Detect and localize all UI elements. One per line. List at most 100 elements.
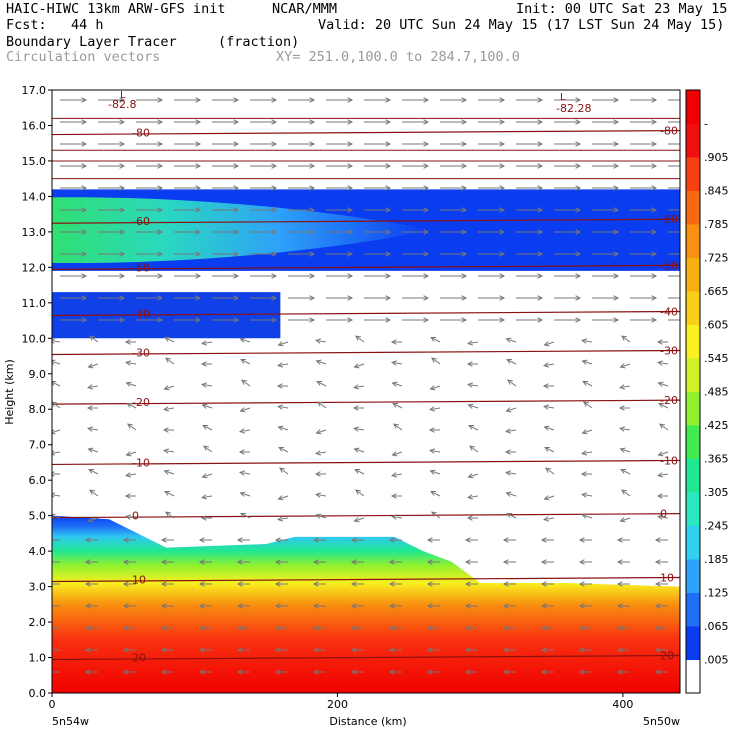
circulation-vector-head <box>658 402 665 408</box>
circulation-vector-head <box>195 207 202 213</box>
circulation-vector <box>52 340 61 343</box>
contour-label: 10 <box>660 571 674 584</box>
circulation-vector <box>52 451 61 454</box>
circulation-vector-head <box>505 407 512 413</box>
circulation-vector-head <box>125 360 132 366</box>
circulation-vector-head <box>201 473 208 479</box>
circulation-vector-head <box>540 537 547 543</box>
circulation-vector-head <box>241 379 247 385</box>
circulation-vector-head <box>502 625 509 631</box>
circulation-vector <box>202 495 213 499</box>
circulation-vector-head <box>203 445 209 451</box>
circulation-vector-head <box>81 317 88 323</box>
circulation-vector-head <box>157 97 164 103</box>
circulation-vector-head <box>578 581 585 587</box>
contour-label: -50 <box>132 261 150 274</box>
circulation-vector-head <box>165 511 171 517</box>
circulation-vector-head <box>426 625 433 631</box>
circulation-vector-head <box>466 361 473 367</box>
circulation-vector <box>165 511 175 519</box>
circulation-vector-head <box>236 581 243 587</box>
y-tick-label: 9.0 <box>29 368 47 381</box>
circulation-vector-head <box>426 559 433 565</box>
y-tick-label: 1.0 <box>29 652 47 665</box>
forecast-label: Fcst: 44 h <box>6 17 104 33</box>
circulation-vector-head <box>312 625 319 631</box>
circulation-vector <box>127 423 137 431</box>
low-marker: L <box>560 92 566 103</box>
circulation-vector <box>468 473 479 478</box>
circulation-vector-head <box>431 357 437 363</box>
circulation-vector-head <box>312 581 319 587</box>
circulation-vector-head <box>274 603 281 609</box>
circulation-vector-head <box>271 317 278 323</box>
circulation-vector <box>506 338 517 343</box>
circulation-vector-head <box>391 451 398 457</box>
circulation-vector-head <box>537 273 544 279</box>
circulation-vector-head <box>537 295 544 301</box>
circulation-vector-head <box>162 427 169 433</box>
circulation-vector-head <box>540 581 547 587</box>
circulation-vector-head <box>84 669 91 675</box>
circulation-vector-head <box>616 647 623 653</box>
circulation-vector-head <box>279 467 285 473</box>
circulation-vector-head <box>616 625 623 631</box>
circulation-vector-head <box>277 341 284 347</box>
circulation-vector-head <box>426 537 433 543</box>
circulation-vector-head <box>347 119 354 125</box>
circulation-vector-head <box>499 251 506 257</box>
circulation-vector-head <box>575 207 582 213</box>
circulation-vector-head <box>315 429 322 435</box>
circulation-vector <box>620 385 631 389</box>
circulation-vector-head <box>198 647 205 653</box>
circulation-vector-head <box>195 97 202 103</box>
circulation-vector <box>658 473 669 477</box>
circulation-vector-head <box>274 647 281 653</box>
circulation-vector-head <box>385 185 392 191</box>
circulation-vector-head <box>651 119 658 125</box>
circulation-vector-head <box>200 515 207 521</box>
circulation-vector-head <box>119 229 126 235</box>
circulation-vector <box>126 361 137 365</box>
y-tick-label: 2.0 <box>29 616 47 629</box>
colorbar-label: .545 <box>704 352 729 365</box>
circulation-vector-head <box>429 406 436 412</box>
circulation-vector-head <box>87 517 94 523</box>
contour-label: -10 <box>132 456 150 469</box>
circulation-vector-head <box>309 141 316 147</box>
circulation-vector-head <box>540 603 547 609</box>
circulation-vector-head <box>423 119 430 125</box>
circulation-vector-head <box>581 492 588 498</box>
circulation-vector-head <box>581 359 588 365</box>
circulation-vector-head <box>464 559 471 565</box>
circulation-vector-head <box>537 97 544 103</box>
circulation-vector-head <box>428 427 435 433</box>
circulation-vector-head <box>238 449 245 455</box>
circulation-vector <box>620 469 631 475</box>
circulation-vector <box>88 517 99 522</box>
circulation-vector-head <box>271 97 278 103</box>
circulation-vector-head <box>164 490 171 496</box>
circulation-vector-head <box>461 97 468 103</box>
circulation-vector-head <box>81 163 88 169</box>
circulation-vector <box>506 492 517 497</box>
circulation-vector-head <box>388 669 395 675</box>
circulation-vector-head <box>350 559 357 565</box>
circulation-vector <box>469 445 479 453</box>
colorbar-swatch <box>686 626 700 660</box>
colorbar-swatch <box>686 157 700 191</box>
contour-label: -60 <box>660 213 678 226</box>
circulation-vector-head <box>464 581 471 587</box>
colorbar-label: .245 <box>704 520 729 533</box>
circulation-vector-head <box>461 119 468 125</box>
init-label: Init: 00 UTC Sat 23 May 15 <box>516 1 728 17</box>
circulation-vector-head <box>505 428 512 434</box>
vectors-label: Circulation vectors <box>6 49 161 65</box>
circulation-vector <box>88 385 99 389</box>
circulation-vector <box>430 491 441 497</box>
temperature-contour <box>52 654 680 661</box>
circulation-vector <box>316 429 327 434</box>
contour-label: -40 <box>660 305 678 318</box>
circulation-vector-head <box>540 625 547 631</box>
x-tick-label: 400 <box>612 698 633 711</box>
